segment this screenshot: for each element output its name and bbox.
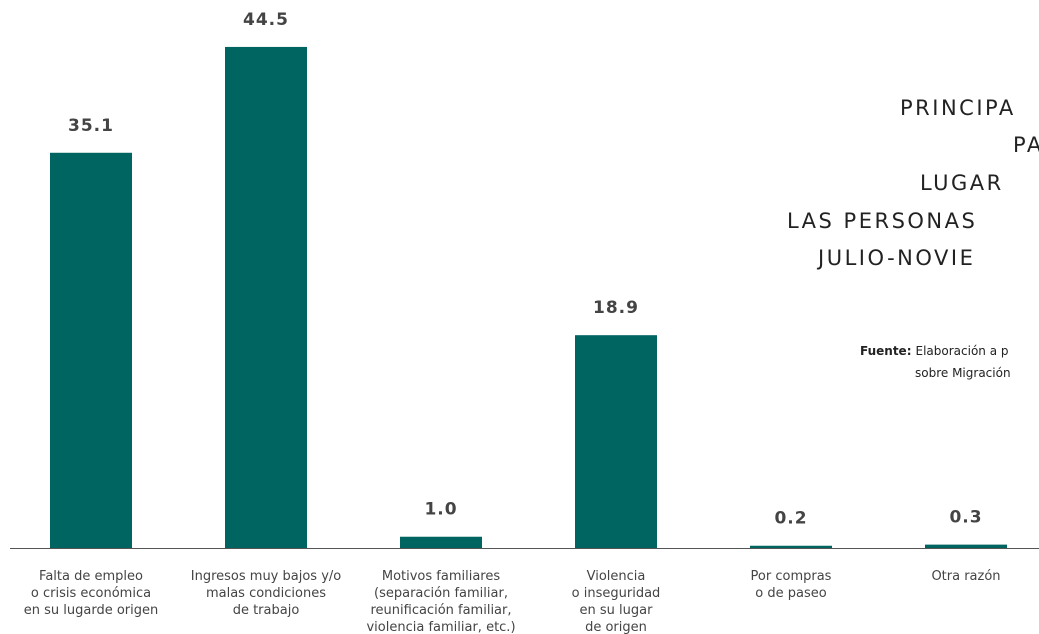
x-tick-label: Motivos familiares	[382, 569, 500, 584]
bar	[750, 545, 832, 548]
chart-title: PRINCIPA	[900, 96, 1016, 120]
bar	[400, 536, 482, 548]
x-tick-label: Falta de empleo	[39, 569, 143, 584]
x-tick-label: (separación familiar,	[374, 586, 508, 601]
source-label: Fuente:	[860, 344, 912, 358]
value-label: 44.5	[243, 10, 289, 30]
bar	[225, 46, 307, 549]
chart-title: PA	[1013, 133, 1039, 157]
source-text: Elaboración a p	[916, 344, 1009, 358]
value-label: 18.9	[593, 298, 639, 318]
source-text: sobre Migración	[915, 366, 1011, 380]
chart-title: LUGAR	[920, 171, 1004, 195]
x-tick-label: o de paseo	[755, 586, 826, 601]
bar	[575, 335, 657, 548]
value-label: 0.3	[949, 508, 982, 528]
x-tick-label: Otra razón	[931, 569, 1000, 584]
x-tick-label: en su lugar	[580, 603, 654, 618]
bar	[925, 544, 1007, 548]
value-label: 1.0	[424, 500, 457, 520]
chart-title: LAS PERSONAS	[787, 209, 977, 233]
value-label: 35.1	[68, 116, 114, 136]
value-label: 0.2	[774, 509, 807, 529]
x-tick-label: de origen	[585, 620, 647, 634]
x-tick-label: malas condiciones	[206, 586, 326, 601]
x-tick-label: de trabajo	[233, 603, 300, 618]
x-tick-label: o inseguridad	[572, 586, 661, 601]
x-tick-label: reunificación familiar,	[370, 603, 511, 618]
x-tick-label: o crisis económica	[31, 586, 151, 601]
source: Fuente: Elaboración a p	[860, 344, 1009, 358]
x-tick-label: Por compras	[751, 569, 832, 584]
chart-title: JULIO-NOVIE	[816, 246, 975, 270]
x-tick-label: Ingresos muy bajos y/o	[191, 569, 342, 584]
x-tick-label: violencia familiar, etc.)	[366, 620, 515, 634]
x-tick-label: en su lugarde origen	[24, 603, 158, 618]
x-tick-label: Violencia	[587, 569, 646, 584]
bar	[50, 152, 132, 549]
